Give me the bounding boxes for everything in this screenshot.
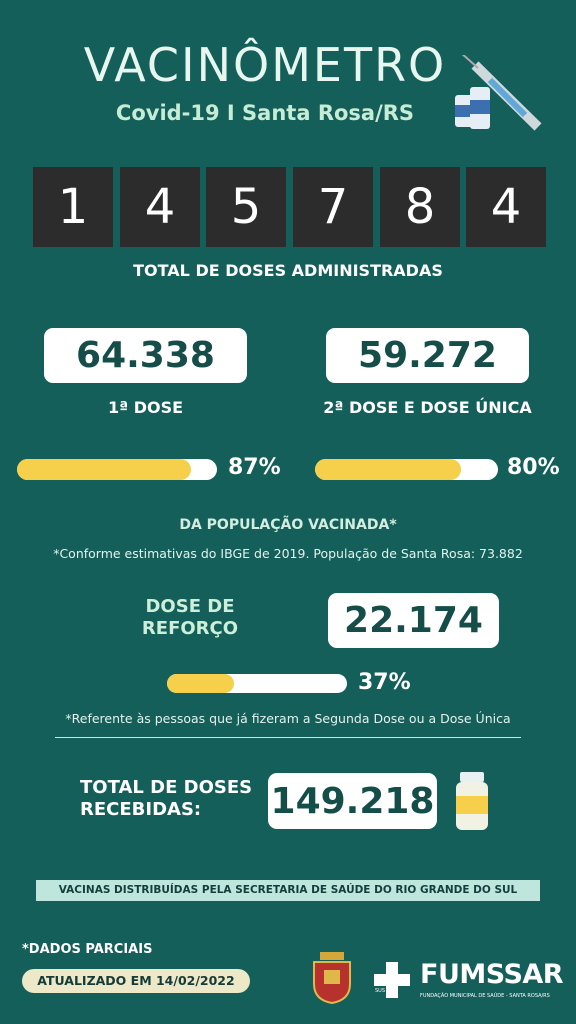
progress-track — [315, 459, 498, 480]
sus-text: SUS — [375, 988, 386, 994]
first-dose-value: 64.338 — [44, 328, 247, 383]
booster-value: 22.174 — [328, 593, 499, 648]
population-note: *Conforme estimativas do IBGE de 2019. P… — [53, 546, 523, 561]
divider — [55, 737, 521, 738]
second-dose-label: 2ª DOSE E DOSE ÚNICA — [323, 398, 532, 417]
title: VACINÔMETRO — [83, 38, 447, 92]
booster-label-line: DOSE DE — [145, 596, 235, 617]
first-dose-label: 1ª DOSE — [107, 398, 184, 417]
booster-note: *Referente às pessoas que já fizeram a S… — [65, 711, 511, 726]
progress-track — [17, 459, 217, 480]
percent-label: 80% — [507, 455, 560, 480]
received-label-line: RECEBIDAS: — [80, 799, 202, 820]
updated-pill: ATUALIZADO EM 14/02/2022 — [22, 969, 250, 993]
digit-tile: 4 — [120, 167, 200, 247]
digit-tile: 7 — [293, 167, 373, 247]
sus-cross — [374, 962, 410, 998]
logo: FUMSSAR — [420, 959, 564, 990]
booster-label-line: REFORÇO — [141, 618, 239, 639]
booster-label: DOSE DE REFORÇO — [120, 596, 260, 640]
received-label: TOTAL DE DOSES RECEBIDAS: — [80, 777, 252, 821]
vaccine-icon — [455, 55, 542, 131]
progress-track — [167, 674, 347, 693]
percent-label: 37% — [358, 670, 411, 695]
counter-label: TOTAL DE DOSES ADMINISTRADAS — [133, 261, 443, 280]
crest-icon — [313, 952, 351, 1005]
progress-fill — [167, 674, 234, 693]
subtitle: Covid-19 I Santa Rosa/RS — [115, 101, 415, 125]
vial-icon — [456, 772, 488, 830]
banner: VACINAS DISTRIBUÍDAS PELA SECRETARIA DE … — [36, 880, 540, 901]
digit-tile: 1 — [33, 167, 113, 247]
digit-tile: 8 — [380, 167, 460, 247]
progress-fill — [315, 459, 462, 480]
second-dose-value: 59.272 — [326, 328, 529, 383]
logo-subtitle: FUNDAÇÃO MUNICIPAL DE SAÚDE - SANTA ROSA… — [420, 993, 550, 999]
progress-fill — [17, 459, 191, 480]
received-value: 149.218 — [268, 773, 437, 829]
partial-note: *DADOS PARCIAIS — [22, 942, 153, 957]
digit-tile: 5 — [206, 167, 286, 247]
percent-label: 87% — [228, 455, 281, 480]
population-label: DA POPULAÇÃO VACINADA* — [179, 517, 397, 533]
digit-tile: 4 — [466, 167, 546, 247]
received-label-line: TOTAL DE DOSES — [80, 777, 253, 798]
